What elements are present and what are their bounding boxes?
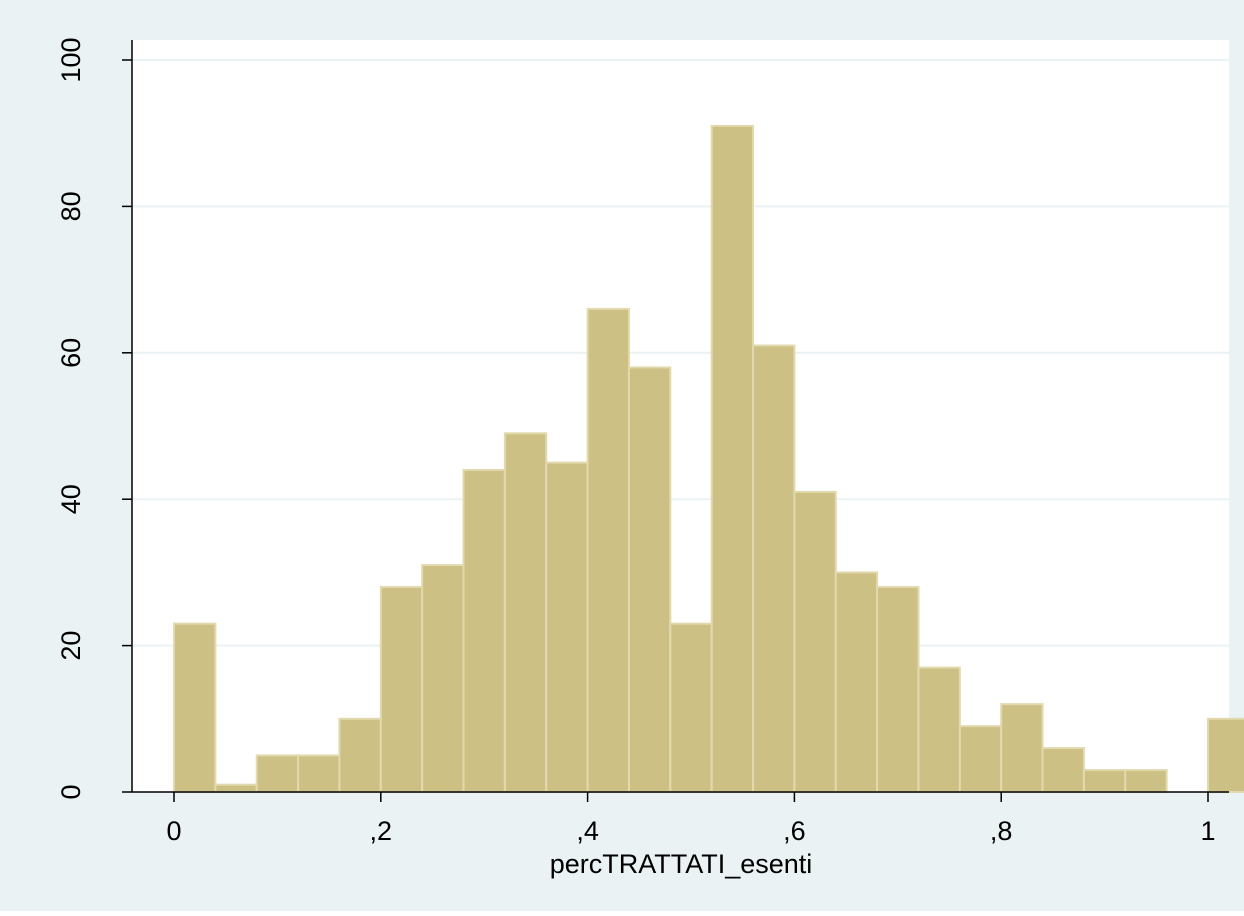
y-tick-label: 100 xyxy=(56,37,86,82)
histogram-bar-23 xyxy=(1124,769,1168,793)
histogram-bar-22 xyxy=(1082,769,1127,793)
histogram-bar-19 xyxy=(958,725,1003,793)
y-tick-label: 80 xyxy=(56,191,86,221)
histogram-bar-1 xyxy=(214,783,258,793)
histogram-bar-3 xyxy=(297,754,341,794)
y-tick-label: 0 xyxy=(56,784,86,799)
histogram-bar-20 xyxy=(1000,703,1044,793)
y-tick-label: 40 xyxy=(56,484,86,514)
histogram-bar-12 xyxy=(669,622,713,794)
histogram-bar-16 xyxy=(834,571,879,794)
histogram-bar-6 xyxy=(421,564,465,794)
x-tick-label: 1 xyxy=(1200,816,1215,846)
histogram-bar-11 xyxy=(627,366,672,793)
histogram-bar-10 xyxy=(586,307,630,793)
histogram-bar-8 xyxy=(503,432,548,793)
histogram-bar-17 xyxy=(876,586,920,793)
histogram-bar-14 xyxy=(752,344,796,793)
histogram-bar-13 xyxy=(710,124,755,793)
x-tick-label: ,6 xyxy=(783,816,806,846)
histogram-bar-21 xyxy=(1041,747,1085,794)
x-tick-label: ,2 xyxy=(370,816,393,846)
x-tick-label: ,8 xyxy=(990,816,1013,846)
histogram-bar-5 xyxy=(379,586,424,793)
y-tick-label: 60 xyxy=(56,338,86,368)
y-tick-label: 20 xyxy=(56,631,86,661)
histogram-bar-9 xyxy=(545,461,589,793)
histogram-bar-15 xyxy=(793,490,837,793)
x-tick-label: ,4 xyxy=(576,816,599,846)
histogram-bar-0 xyxy=(173,622,217,794)
x-tick-label: 0 xyxy=(166,816,181,846)
x-axis-label: percTRATTATI_esenti xyxy=(550,849,813,879)
histogram-bars xyxy=(173,124,1244,794)
histogram-bar-2 xyxy=(255,754,300,794)
histogram-bar-7 xyxy=(462,468,506,793)
histogram-bar-25 xyxy=(1207,717,1244,793)
axes: 0 20 40 60 80 100 0 ,2 ,4 ,6 ,8 1 xyxy=(56,37,1229,846)
histogram-bar-4 xyxy=(338,717,382,793)
histogram-bar-18 xyxy=(917,666,961,793)
